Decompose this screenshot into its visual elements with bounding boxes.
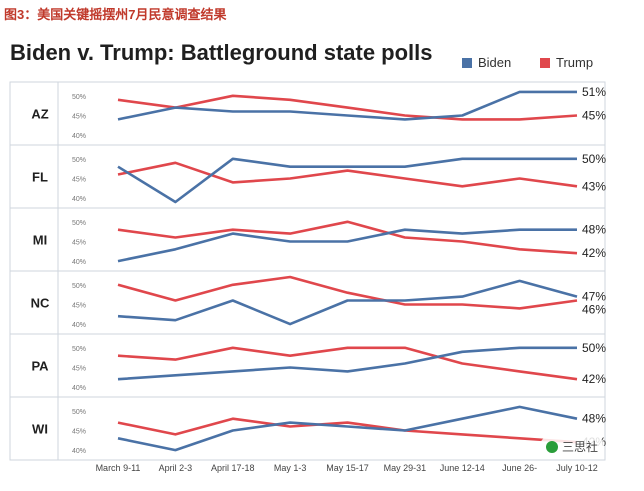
series-line-biden-pa <box>117 346 577 381</box>
x-tick-label: June 26- <box>502 463 537 473</box>
state-label-nc: NC <box>31 296 50 311</box>
y-tick-label: 40% <box>72 133 86 140</box>
end-label-trump-mi: 42% <box>582 246 606 260</box>
watermark-label: 三思社 <box>562 440 599 454</box>
x-tick-label: March 9-11 <box>96 463 141 473</box>
series-line-biden-wi <box>117 405 578 452</box>
x-tick-label: May 1-3 <box>274 463 307 473</box>
y-tick-label: 50% <box>72 157 86 164</box>
y-tick-label: 40% <box>72 385 86 392</box>
series-line-biden-nc <box>117 279 578 326</box>
series-line-trump-nc <box>117 275 578 310</box>
end-label-biden-mi: 48% <box>582 223 606 237</box>
legend-biden: Biden <box>462 55 511 70</box>
panel-wi <box>9 396 606 461</box>
watermark: 三思社 <box>540 436 605 457</box>
x-tick-label: May 15-17 <box>326 463 369 473</box>
end-label-trump-fl: 43% <box>582 179 606 193</box>
panel-pa <box>9 333 606 398</box>
y-tick-label: 45% <box>72 113 86 120</box>
end-label-biden-nc: 47% <box>582 290 606 304</box>
end-label-trump-pa: 42% <box>582 372 606 386</box>
series-line-trump-wi <box>117 417 578 444</box>
series-line-biden-mi <box>117 228 577 263</box>
x-tick-label: April 2-3 <box>159 463 193 473</box>
series-line-trump-az <box>117 94 578 121</box>
state-label-pa: PA <box>31 359 49 374</box>
x-tick-label: June 12-14 <box>440 463 485 473</box>
state-label-mi: MI <box>33 233 47 248</box>
y-tick-label: 40% <box>72 448 86 455</box>
series-line-trump-fl <box>117 161 578 188</box>
watermark-logo-icon <box>546 441 558 453</box>
y-tick-label: 40% <box>72 259 86 266</box>
end-label-biden-az: 51% <box>582 85 606 99</box>
legend-biden-label: Biden <box>478 55 512 70</box>
y-tick-label: 45% <box>72 365 86 372</box>
state-label-fl: FL <box>32 170 48 185</box>
y-tick-label: 45% <box>72 302 86 309</box>
y-tick-label: 40% <box>72 322 86 329</box>
y-tick-label: 50% <box>72 346 86 353</box>
state-label-az: AZ <box>31 107 48 122</box>
legend-trump-label: Trump <box>556 55 594 70</box>
end-label-biden-pa: 50% <box>582 341 606 355</box>
y-tick-label: 45% <box>72 428 86 435</box>
series-line-trump-pa <box>117 346 578 381</box>
series-line-trump-mi <box>117 220 578 255</box>
y-tick-label: 45% <box>72 176 86 183</box>
x-tick-label: May 29-31 <box>384 463 427 473</box>
end-label-trump-nc: 46% <box>582 303 606 317</box>
end-label-biden-wi: 48% <box>582 412 606 426</box>
y-tick-label: 40% <box>72 196 86 203</box>
y-tick-label: 45% <box>72 239 86 246</box>
state-label-wi: WI <box>32 422 48 437</box>
y-tick-label: 50% <box>72 220 86 227</box>
end-label-trump-az: 45% <box>582 108 606 122</box>
y-tick-label: 50% <box>72 94 86 101</box>
figure-caption: 图3：美国关键摇摆州7月民意调查结果 <box>4 7 227 22</box>
x-tick-label: July 10-12 <box>556 463 598 473</box>
x-tick-label: April 17-18 <box>211 463 255 473</box>
panel-mi <box>9 207 606 272</box>
series-line-biden-az <box>117 90 577 121</box>
y-tick-label: 50% <box>72 409 86 416</box>
y-tick-label: 50% <box>72 283 86 290</box>
legend-biden-swatch <box>462 57 472 68</box>
legend-trump-swatch <box>540 57 550 68</box>
end-label-biden-fl: 50% <box>582 152 606 166</box>
series-line-biden-fl <box>117 157 577 204</box>
chart-title: Biden v. Trump: Battleground state polls <box>10 40 433 65</box>
legend-trump: Trump <box>540 55 593 70</box>
